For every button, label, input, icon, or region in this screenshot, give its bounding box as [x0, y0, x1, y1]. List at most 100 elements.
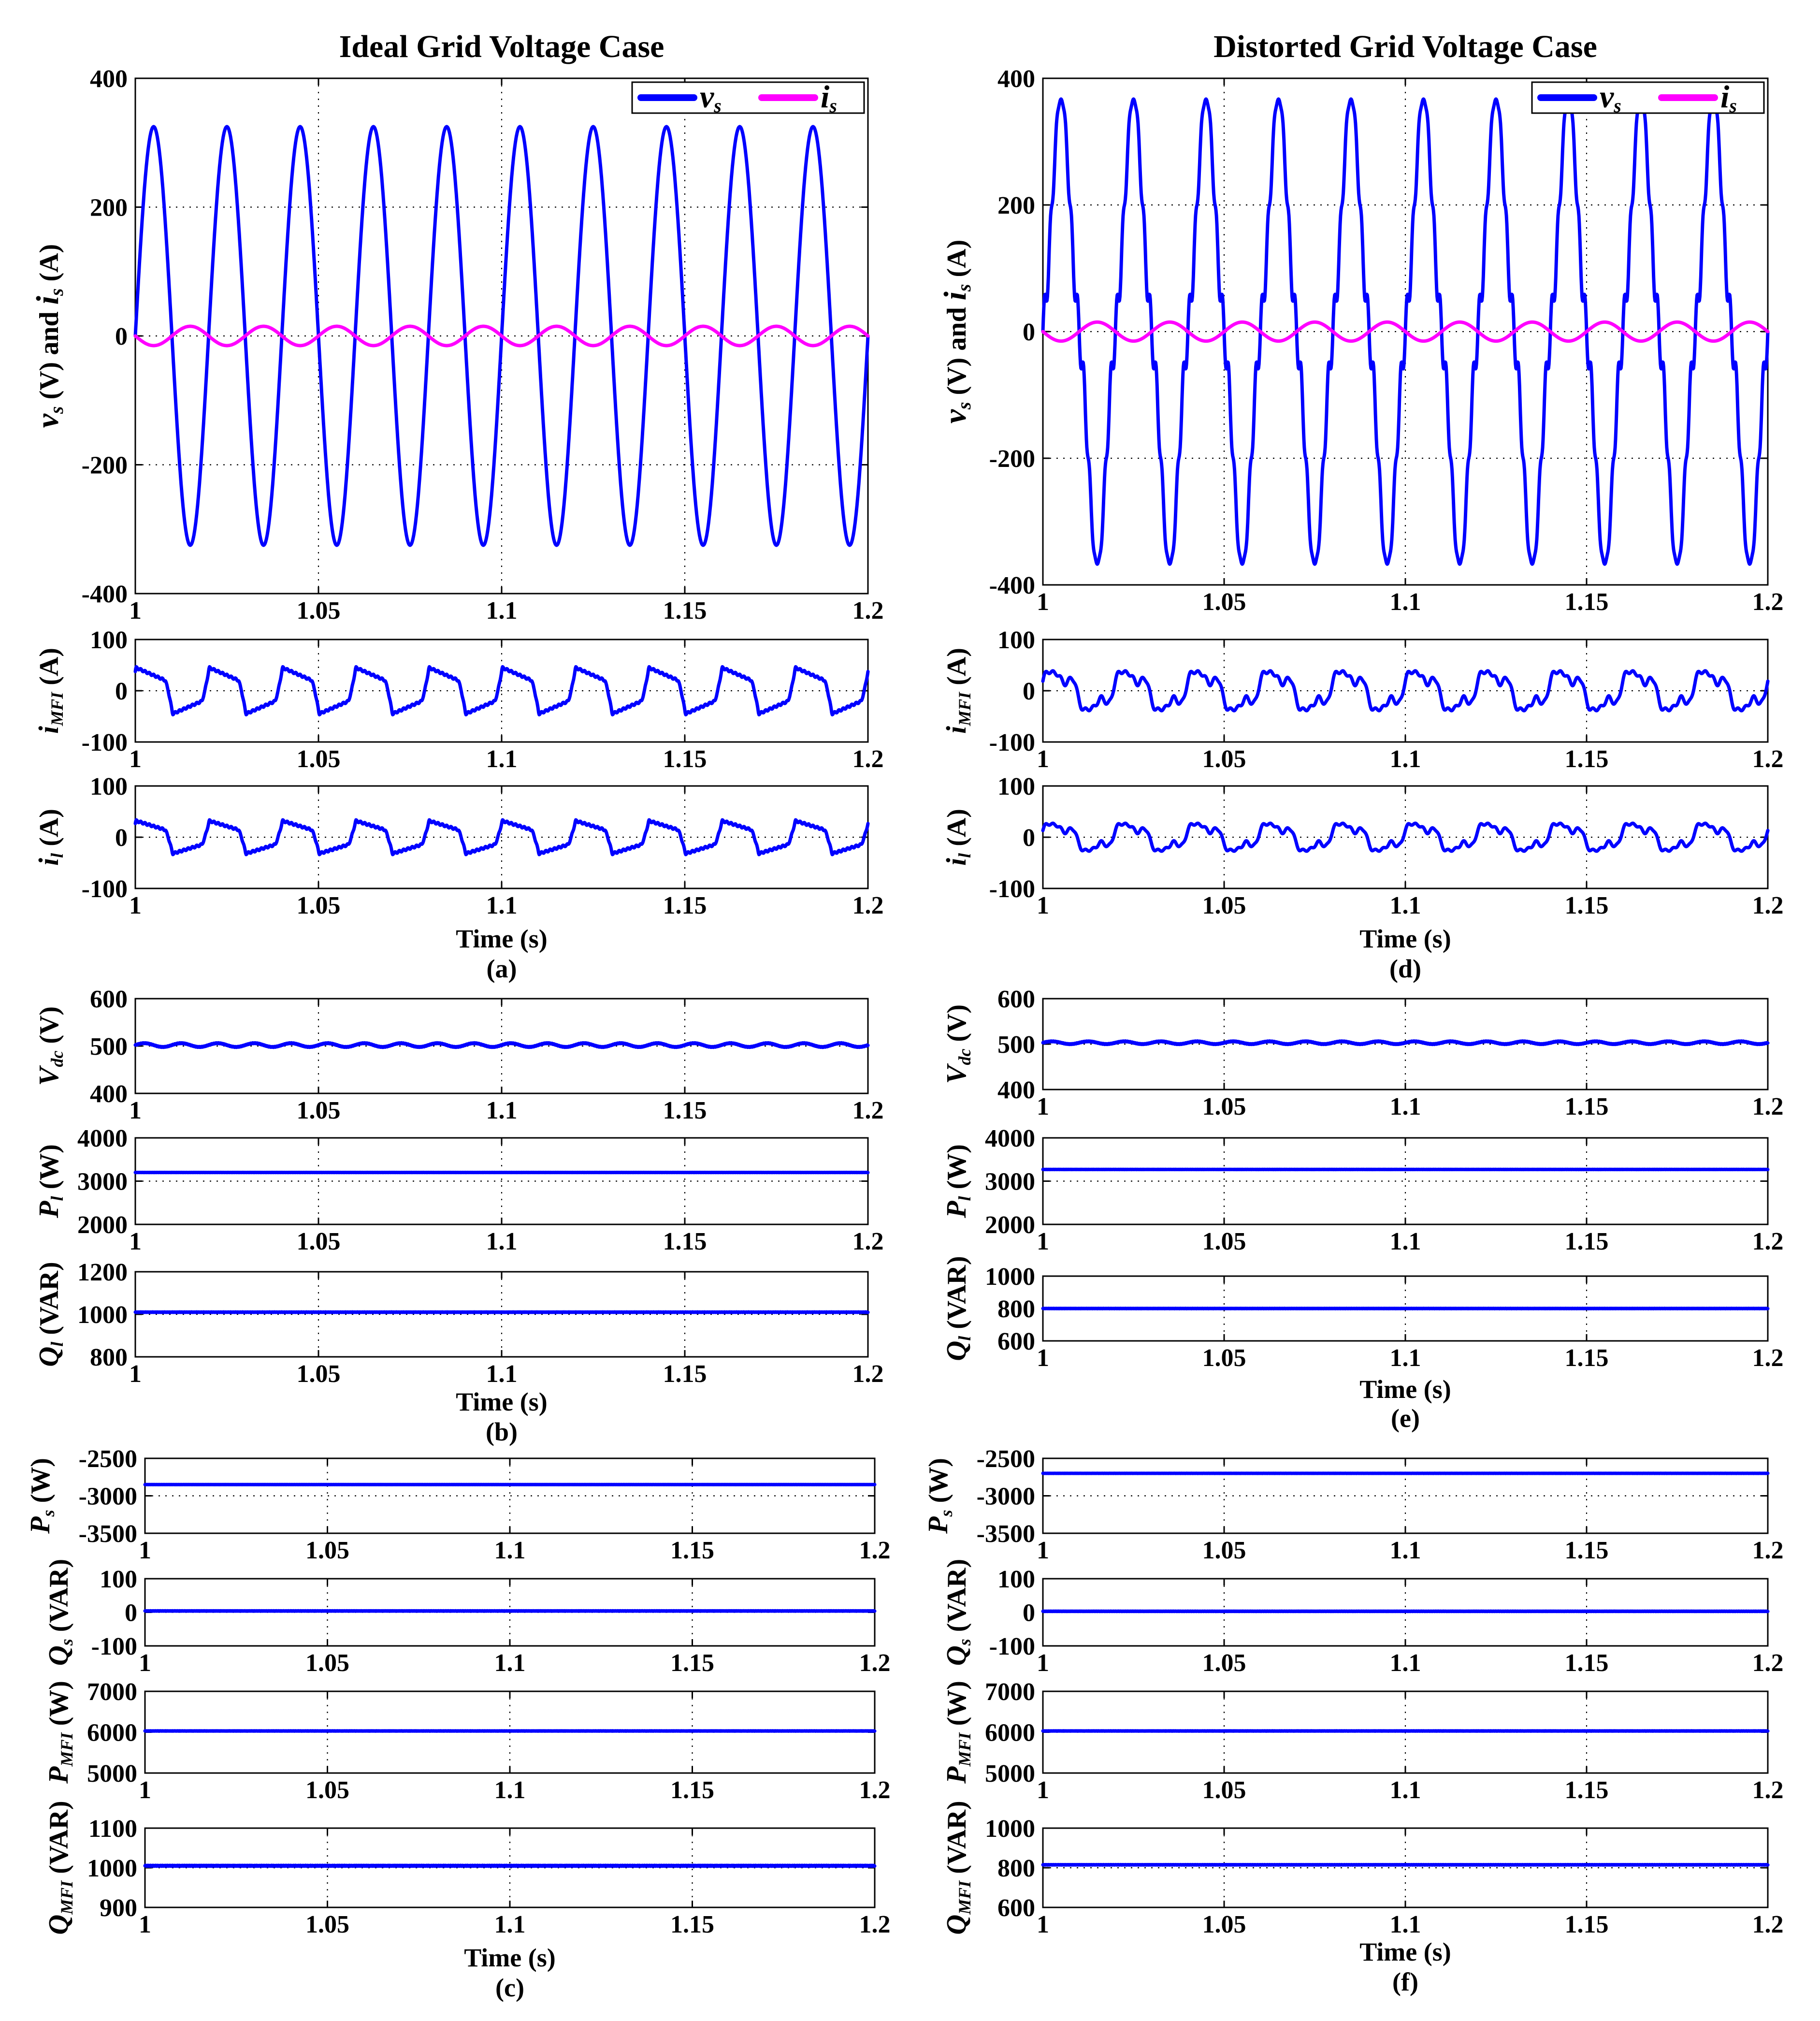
x-tick-label: 1.05	[297, 597, 341, 625]
series-Vdc-line	[1041, 1039, 1770, 1047]
x-tick-label: 1.15	[670, 1911, 714, 1938]
y-axis-label: iMFI (A)	[33, 648, 67, 734]
x-tick-label: 1.1	[486, 597, 518, 625]
y-tick-label: -400	[989, 572, 1035, 599]
y-tick-label: 1000	[985, 1815, 1035, 1843]
column-title: Ideal Grid Voltage Case	[339, 29, 664, 64]
y-axis-label: il (A)	[940, 809, 974, 866]
y-axis-label: PMFI (W)	[940, 1681, 974, 1784]
x-tick-label: 1	[1037, 1911, 1049, 1938]
y-axis-label: Ql (VAR)	[33, 1262, 67, 1367]
y-axis-label: Ps (W)	[922, 1458, 956, 1534]
panel-label: (f)	[1392, 1967, 1418, 1996]
x-tick-label: 1.15	[663, 1360, 707, 1388]
subplot-b-3: 1 1.05 1.1 1.15 1.2 800 1000 1200 Ql (VAR)	[33, 1259, 884, 1388]
x-tick-label: 1.05	[297, 1228, 341, 1255]
x-tick-label: 1.15	[1565, 1093, 1609, 1120]
y-tick-label: 2000	[77, 1211, 128, 1239]
x-tick-label: 1.05	[1202, 1911, 1246, 1938]
x-tick-label: 1.1	[1390, 1776, 1421, 1804]
x-tick-label: 1.2	[859, 1649, 891, 1677]
x-tick-label: 1.1	[1390, 1911, 1421, 1938]
x-tick-label: 1.15	[1565, 1344, 1609, 1372]
y-tick-label: 1000	[87, 1855, 137, 1882]
x-tick-label: 1.05	[1202, 745, 1246, 773]
legend: vs is	[1531, 79, 1765, 116]
legend-label-vs: vs	[1600, 79, 1621, 116]
y-tick-label: 7000	[985, 1678, 1035, 1706]
x-tick-label: 1	[129, 745, 142, 773]
series-QMFI-line	[143, 1863, 877, 1868]
x-tick-label: 1	[1037, 892, 1049, 919]
y-tick-label: 800	[997, 1295, 1035, 1323]
y-tick-label: 500	[90, 1033, 128, 1061]
x-tick-label: 1.2	[1752, 1093, 1784, 1120]
subplot-b-2: 1 1.05 1.1 1.15 1.2 2000 3000 4000 Pl (W)	[33, 1125, 884, 1255]
x-tick-label: 1	[129, 1097, 142, 1124]
y-axis-label: QMFI (VAR)	[940, 1801, 974, 1934]
x-tick-label: 1.2	[852, 745, 884, 773]
y-axis-label: Pl (W)	[940, 1144, 974, 1219]
x-axis-label: Time (s)	[456, 924, 547, 953]
y-tick-label: -3000	[79, 1483, 137, 1511]
y-tick-label: 0	[125, 1599, 137, 1627]
y-tick-label: 600	[90, 986, 128, 1013]
x-tick-label: 1.05	[1202, 1228, 1246, 1255]
subplot-e-3: 1 1.05 1.1 1.15 1.2 600 800 1000 Ql (VAR)	[940, 1256, 1784, 1372]
y-tick-label: 4000	[985, 1125, 1035, 1152]
x-tick-label: 1.05	[297, 745, 341, 773]
y-tick-label: 200	[997, 192, 1035, 219]
y-tick-label: -400	[82, 581, 128, 608]
y-tick-label: 600	[997, 986, 1035, 1013]
y-tick-label: 3000	[77, 1168, 128, 1196]
x-tick-label: 1.05	[305, 1776, 349, 1804]
x-tick-label: 1	[1037, 588, 1049, 616]
x-tick-label: 1.2	[859, 1537, 891, 1564]
series-iMFI-line	[1041, 669, 1770, 712]
series-il-line	[133, 818, 870, 857]
y-tick-label: -3000	[977, 1483, 1035, 1511]
y-tick-label: -100	[82, 729, 128, 756]
subplot-c-3: 1 1.05 1.1 1.15 1.2 5000 6000 7000 PMFI (W)	[43, 1678, 891, 1804]
y-tick-label: -100	[82, 875, 128, 903]
x-tick-label: 1	[1037, 1344, 1049, 1372]
y-tick-label: 100	[90, 626, 128, 654]
series-is-line	[133, 324, 870, 348]
y-tick-label: 0	[1023, 1599, 1035, 1627]
x-tick-label: 1	[1037, 745, 1049, 773]
x-tick-label: 1.2	[1752, 588, 1784, 616]
x-tick-label: 1.2	[852, 1360, 884, 1388]
y-tick-label: 0	[115, 678, 128, 705]
y-tick-label: 200	[90, 194, 128, 222]
x-tick-label: 1.2	[852, 1228, 884, 1255]
y-tick-label: -100	[989, 875, 1035, 903]
legend-label-vs: vs	[700, 79, 722, 116]
x-tick-label: 1.15	[670, 1776, 714, 1804]
y-axis-label: iMFI (A)	[940, 648, 974, 734]
y-tick-label: 100	[997, 1566, 1035, 1593]
x-axis-label: Time (s)	[456, 1387, 547, 1416]
x-tick-label: 1.1	[1390, 1093, 1421, 1120]
x-tick-label: 1	[1037, 1649, 1049, 1677]
x-tick-label: 1.15	[1565, 892, 1609, 919]
x-tick-label: 1	[1037, 1776, 1049, 1804]
y-tick-label: -3500	[79, 1520, 137, 1548]
series-Pl-line	[1041, 1167, 1770, 1172]
series-Qs-line	[1041, 1609, 1770, 1614]
x-tick-label: 1	[129, 892, 142, 919]
x-tick-label: 1.15	[663, 745, 707, 773]
y-tick-label: 0	[1023, 678, 1035, 705]
panel-label: (c)	[495, 1973, 524, 2002]
y-axis-label: Vdc (V)	[940, 1004, 974, 1084]
x-axis-label: Time (s)	[1359, 1937, 1451, 1966]
y-tick-label: 100	[997, 773, 1035, 800]
y-tick-label: 400	[90, 1080, 128, 1108]
x-tick-label: 1.2	[852, 597, 884, 625]
subplot-c-1: 1 1.05 1.1 1.15 1.2 -3500 -3000 -2500 Ps (W)	[24, 1445, 891, 1564]
y-axis-label: QMFI (VAR)	[43, 1801, 76, 1934]
x-tick-label: 1.05	[1202, 892, 1246, 919]
x-tick-label: 1.15	[670, 1537, 714, 1564]
x-tick-label: 1.2	[1752, 1649, 1784, 1677]
x-tick-label: 1.15	[1565, 1228, 1609, 1255]
x-tick-label: 1.1	[1390, 588, 1421, 616]
